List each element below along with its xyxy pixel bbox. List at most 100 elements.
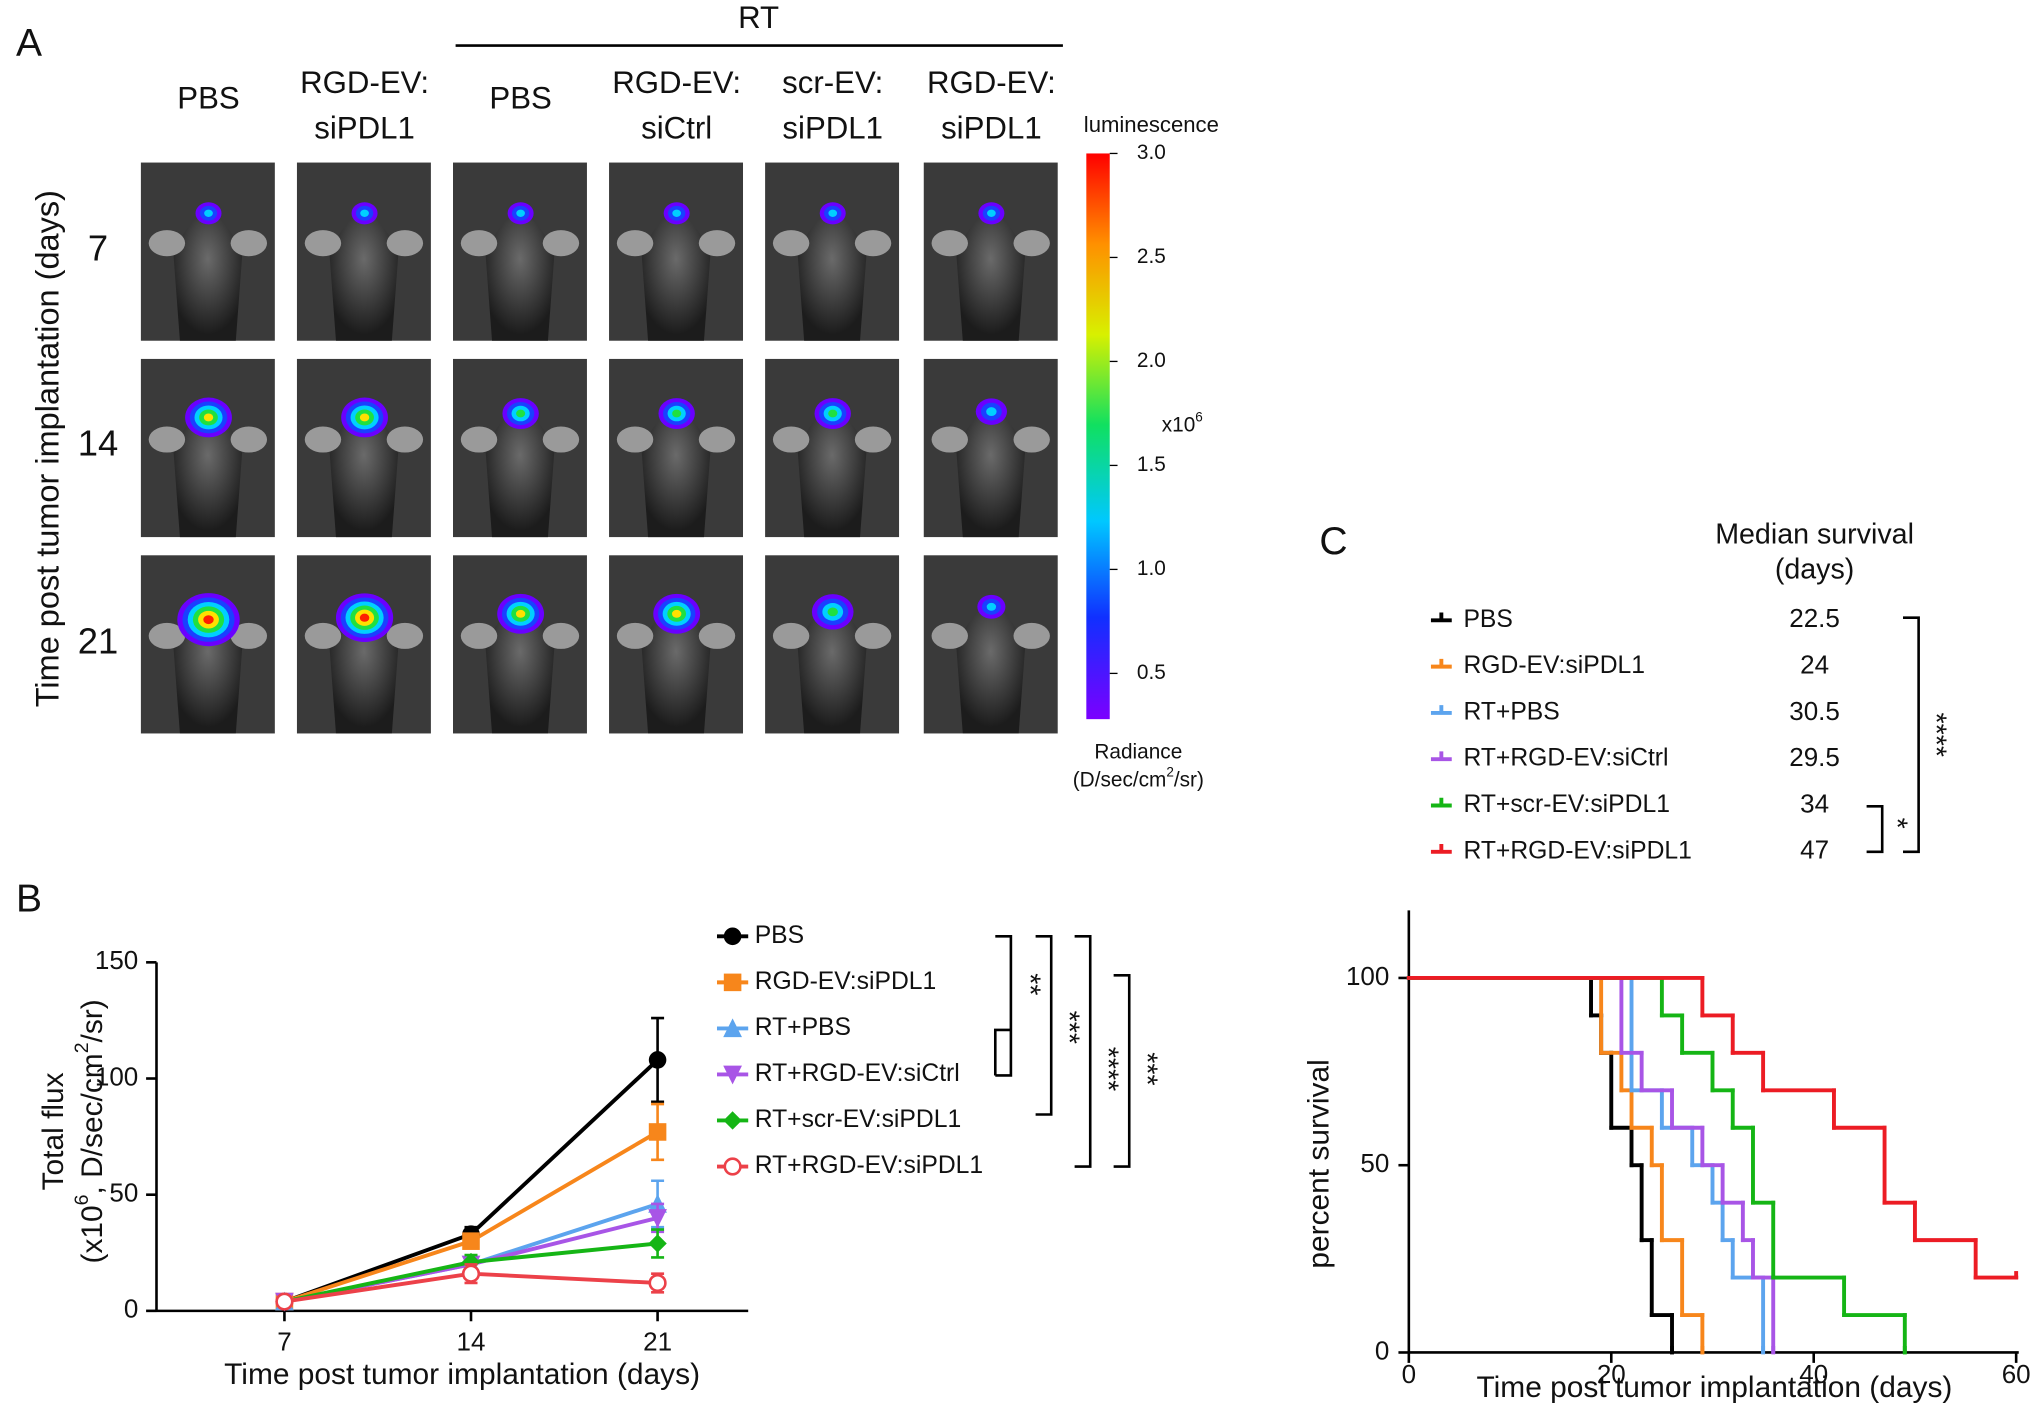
data-point: [275, 1292, 294, 1311]
colorbar-tick-label: 3.0: [1137, 141, 1166, 164]
legend-marker: [723, 973, 742, 992]
significance-label: ***: [1052, 1011, 1084, 1044]
text-part: /sr): [1174, 768, 1204, 791]
x-tick-label: 60: [2002, 1359, 2031, 1389]
luminescence-signal: [828, 409, 838, 418]
luminescence-signal: [516, 409, 526, 418]
legend-label: RT+RGD-EV:siPDL1: [755, 1152, 983, 1179]
mouse-body: [956, 214, 1026, 341]
legend-label: RT+PBS: [755, 1014, 851, 1041]
mouse-body: [956, 410, 1026, 538]
text-part: x10: [1162, 413, 1196, 436]
mouse-ear: [230, 230, 268, 257]
mouse-body: [485, 214, 555, 341]
mouse-body: [485, 410, 555, 538]
mouse-ear: [304, 230, 342, 257]
mouse-ear: [304, 426, 342, 453]
table-header: Median survival: [1715, 518, 1914, 550]
superscript: 2: [1166, 764, 1174, 779]
column-header: siPDL1: [314, 110, 415, 145]
x-tick-label: 40: [1799, 1359, 1828, 1389]
text-part: /sr): [76, 999, 109, 1042]
colorbar-tick-label: 2.0: [1137, 349, 1166, 372]
mouse-body: [329, 607, 399, 734]
colorbar-tick-label: 2.5: [1137, 245, 1166, 268]
data-point: [648, 1273, 667, 1293]
text-part: (x10: [76, 1205, 109, 1263]
significance-label: **: [1013, 973, 1045, 995]
mouse-ear: [698, 426, 736, 453]
data-point: [648, 1234, 667, 1253]
mouse-ear: [1013, 622, 1050, 649]
significance-label: ****: [1091, 1047, 1123, 1092]
panel-label: B: [16, 878, 42, 921]
mouse-body: [329, 410, 399, 538]
mouse-ear: [148, 230, 186, 257]
significance-bracket: [1903, 616, 1920, 854]
median-survival: 29.5: [1789, 742, 1840, 772]
group-label: RT: [738, 0, 779, 35]
mouse-ear: [616, 426, 654, 453]
column-header: PBS: [489, 80, 551, 115]
mouse-ear: [854, 426, 892, 453]
data-point: [648, 1123, 667, 1141]
significance-bracket: [1074, 935, 1092, 1168]
median-survival: 34: [1800, 788, 1829, 818]
mouse-ear: [854, 230, 892, 257]
luminescence-signal: [986, 602, 997, 611]
text-part: , D/sec/cm: [76, 1053, 109, 1194]
column-header: siPDL1: [782, 110, 883, 145]
y-axis-label: Total flux: [37, 1072, 70, 1190]
significance-bracket: [1035, 935, 1053, 1116]
luminescence-signal: [828, 209, 838, 217]
legend-label: RT+RGD-EV:siCtrl: [755, 1060, 960, 1087]
legend-label: PBS: [755, 922, 804, 949]
y-axis-label: percent survival: [1302, 1059, 1335, 1268]
column-header: scr-EV:: [782, 65, 883, 100]
mouse-body: [797, 214, 867, 341]
legend-marker: [1430, 843, 1452, 854]
legend-marker: [723, 927, 742, 946]
panel-label: A: [16, 22, 42, 65]
colorbar-multiplier: x106: [1162, 409, 1203, 435]
luminescence-signal: [672, 409, 682, 418]
x-axis-label: Time post tumor implantation (days): [224, 1358, 700, 1391]
mouse-body: [641, 214, 711, 341]
data-point: [648, 1051, 667, 1069]
mouse-ear: [1013, 426, 1050, 453]
x-tick-label: 21: [643, 1326, 672, 1356]
x-tick-label: 7: [277, 1326, 291, 1356]
significance-label: *: [1881, 818, 1913, 829]
luminescence-signal: [986, 407, 997, 417]
row-label: 7: [88, 228, 108, 269]
y-axis-label: Time post tumor implantation (days): [29, 190, 65, 707]
y-tick-label: 0: [1375, 1335, 1389, 1365]
legend-label: RT+RGD-EV:siCtrl: [1463, 745, 1668, 772]
colorbar-tick-label: 0.5: [1137, 661, 1166, 684]
legend-label: RGD-EV:siPDL1: [755, 968, 937, 995]
luminescence-signal: [515, 609, 526, 618]
luminescence-signal: [516, 209, 525, 217]
row-label: 14: [78, 423, 119, 464]
mouse-body: [329, 214, 399, 341]
y-tick-label: 0: [124, 1294, 138, 1324]
median-survival: 22.5: [1789, 603, 1840, 633]
legend-marker: [1430, 705, 1452, 715]
mouse-ear: [230, 426, 268, 453]
superscript: 6: [71, 1195, 93, 1206]
significance-label: ****: [1920, 712, 1952, 757]
table-header: (days): [1775, 553, 1855, 585]
x-axis-label: Time post tumor implantation (days): [1476, 1371, 1952, 1404]
y-tick-label: 100: [95, 1061, 138, 1091]
mouse-ear: [931, 622, 968, 649]
colorbar-unit-title: Radiance: [1094, 740, 1182, 763]
mouse-ear: [698, 230, 736, 257]
mouse-ear: [460, 426, 498, 453]
legend-marker: [1430, 658, 1452, 669]
text-part: (D/sec/cm: [1073, 768, 1167, 791]
significance-label: ***: [1130, 1052, 1162, 1085]
significance-bracket: [1866, 804, 1884, 854]
mouse-ear: [542, 426, 580, 453]
